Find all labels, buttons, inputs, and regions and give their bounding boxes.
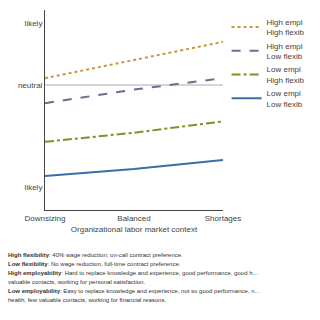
svg-text:Low flexibility: No wage reduc: Low flexibility: No wage reduction, full… [8, 261, 181, 267]
svg-text:High flexibility: 40% wage red: High flexibility: 40% wage reduction; on… [8, 252, 183, 258]
svg-text:Shortages: Shortages [205, 214, 241, 223]
svg-text:Low emplHigh flexib: Low emplHigh flexib [267, 65, 305, 84]
svg-text:High emplHigh flexib: High emplHigh flexib [267, 18, 305, 37]
svg-text:High emplLow flexib: High emplLow flexib [267, 42, 303, 61]
svg-text:valuable contacts, working for: valuable contacts, working for personal … [8, 279, 145, 285]
svg-text:likely: likely [25, 183, 43, 192]
svg-text:High employability: Hard to re: High employability: Hard to replace know… [8, 270, 258, 276]
svg-text:Downsizing: Downsizing [25, 214, 66, 223]
svg-text:health, few valuable contacts,: health, few valuable contacts, working f… [8, 297, 166, 303]
svg-text:likely: likely [25, 19, 43, 28]
svg-text:Low employability: Easy to rep: Low employability: Easy to replace knowl… [8, 288, 260, 294]
svg-text:neutral: neutral [18, 81, 43, 90]
svg-text:Organizational labor market co: Organizational labor market context [71, 225, 198, 234]
svg-text:Low emplLow flexib: Low emplLow flexib [267, 89, 303, 108]
svg-text:Balanced: Balanced [117, 214, 150, 223]
